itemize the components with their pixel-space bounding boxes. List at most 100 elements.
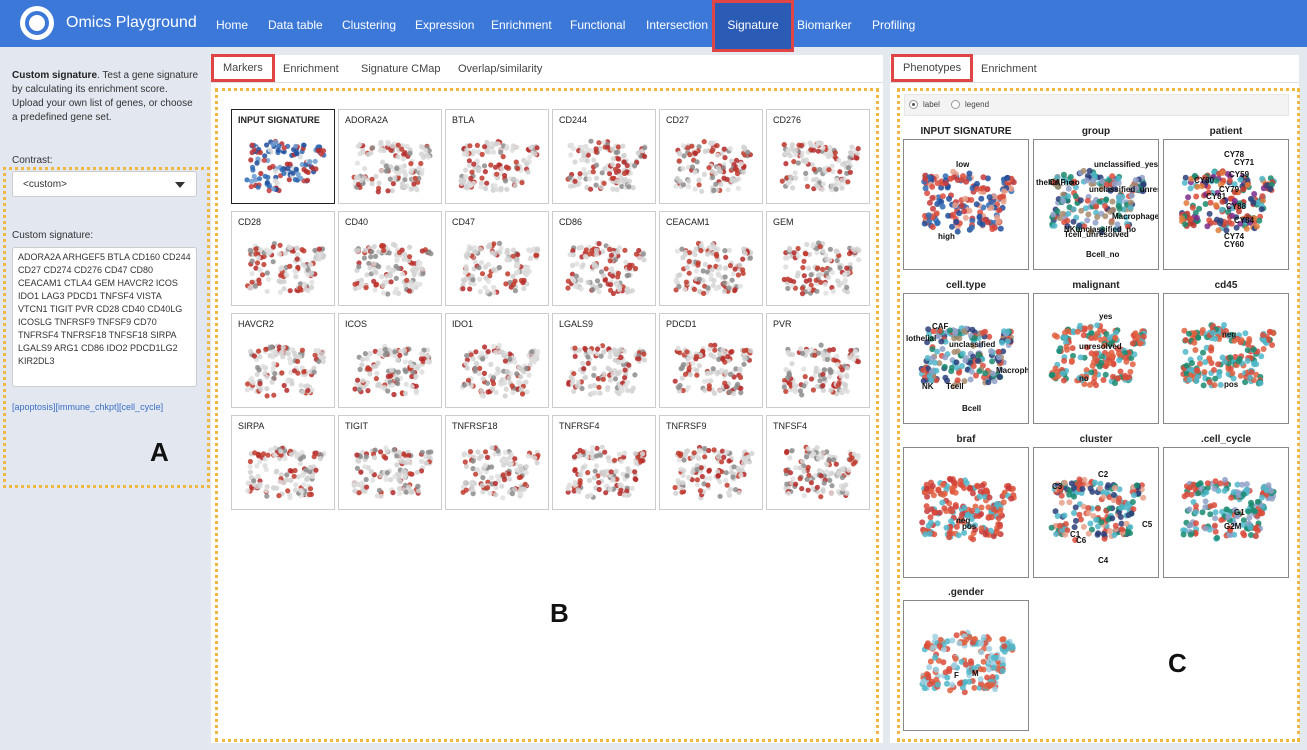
predefined-genesets-links[interactable]: [apoptosis][immune_chkpt][cell_cycle] <box>12 402 164 412</box>
radio-legend[interactable] <box>951 100 960 109</box>
phenotype-point-label: yes <box>1099 312 1113 321</box>
marker-plot-tigit[interactable]: TIGIT <box>338 415 442 510</box>
phenotype-plot-cd45[interactable]: neg pos <box>1163 293 1289 424</box>
tab-enrichment[interactable]: Enrichment <box>283 63 339 75</box>
annotation-letter-c: C <box>1168 648 1187 678</box>
phenotype-plot-title: patient <box>1209 126 1243 137</box>
marker-plot-title: ICOS <box>345 319 368 329</box>
phenotype-plot-title: cd45 <box>1214 280 1238 291</box>
marker-plot-title: CD47 <box>452 217 476 227</box>
phenotype-point-label: CY84 <box>1234 216 1255 225</box>
marker-plot-cd40[interactable]: CD40 <box>338 211 442 306</box>
marker-plot-title: SIRPA <box>238 421 265 431</box>
annotation-box-b <box>215 88 879 742</box>
marker-plot-tnfrsf18[interactable]: TNFRSF18 <box>445 415 549 510</box>
marker-plot-cd244[interactable]: CD244 <box>552 109 656 204</box>
phenotypes-tab-divider <box>890 82 1299 83</box>
annotation-box-c <box>897 88 1300 742</box>
nav-profiling[interactable]: Profiling <box>872 18 916 32</box>
marker-plot-tnfrsf4[interactable]: TNFRSF4 <box>552 415 656 510</box>
phenotype-point-label: thelial_no <box>1036 178 1074 187</box>
marker-plot-havcr2[interactable]: HAVCR2 <box>231 313 335 408</box>
app-title: Omics Playground <box>66 14 197 31</box>
tab-markers[interactable]: Markers <box>211 54 275 82</box>
phenotype-point-label: unclassified_yes <box>1094 160 1159 169</box>
signature-description: Custom signature. Test a gene signature … <box>12 69 198 125</box>
phenotype-plot-braf[interactable]: neg pos <box>903 447 1029 578</box>
nav-functional[interactable]: Functional <box>570 18 626 32</box>
phenotype-point-label: CY81 <box>1206 192 1227 201</box>
phenotype-point-label: C2 <box>1098 470 1109 479</box>
nav-home[interactable]: Home <box>216 18 249 32</box>
marker-plot-gem[interactable]: GEM <box>766 211 870 306</box>
contrast-select[interactable]: <custom> <box>12 171 197 197</box>
phenotype-plot-cluster[interactable]: C2 C3 C5 C1 C6 C4 <box>1033 447 1159 578</box>
phenotype-plot-input-signature[interactable]: low high <box>903 139 1029 270</box>
phenotype-plot-malignant[interactable]: yes unresolved no <box>1033 293 1159 424</box>
tab-phenotype-enrichment[interactable]: Enrichment <box>981 63 1037 75</box>
logo-icon <box>20 6 54 40</box>
marker-plot-cd27[interactable]: CD27 <box>659 109 763 204</box>
marker-plot-title: CD27 <box>666 115 690 125</box>
marker-plot-title: LGALS9 <box>559 319 594 329</box>
phenotype-point-label: unclassified <box>949 340 996 349</box>
phenotype-plot-cell-type[interactable]: CAF lothelial unclassified Macropha NK Tcell B… <box>903 293 1029 424</box>
tab-signature-cmap[interactable]: Signature CMap <box>361 63 441 75</box>
marker-plot-lgals9[interactable]: LGALS9 <box>552 313 656 408</box>
tab-phenotypes[interactable]: Phenotypes <box>891 54 974 82</box>
phenotype-point-label: low <box>956 160 970 169</box>
marker-plot-sirpa[interactable]: SIRPA <box>231 415 335 510</box>
phenotype-point-label: Macropha <box>996 366 1029 375</box>
phenotype-plot-title: .cell_cycle <box>1200 434 1252 445</box>
nav-intersection[interactable]: Intersection <box>646 18 709 32</box>
marker-plot-adora2a[interactable]: ADORA2A <box>338 109 442 204</box>
phenotype-plot-title: braf <box>956 434 976 445</box>
tab-overlap-similarity[interactable]: Overlap/similarity <box>458 63 543 75</box>
phenotype-point-label: CY80 <box>1194 176 1215 185</box>
marker-plot-title: ADORA2A <box>345 115 389 125</box>
nav-enrichment[interactable]: Enrichment <box>491 18 552 32</box>
nav-clustering[interactable]: Clustering <box>342 18 397 32</box>
phenotype-point-label: C6 <box>1076 536 1087 545</box>
marker-plot-ido1[interactable]: IDO1 <box>445 313 549 408</box>
phenotype-point-label: Bcell <box>962 404 982 413</box>
marker-plot-title: TNFRSF4 <box>559 421 600 431</box>
nav-expression[interactable]: Expression <box>415 18 475 32</box>
marker-plot-icos[interactable]: ICOS <box>338 313 442 408</box>
phenotype-plot-patient[interactable]: CY78 CY71 CY59 CY80 CY79 CY81 CY88 CY84 CY74 CY60 <box>1163 139 1289 270</box>
marker-plot-cd86[interactable]: CD86 <box>552 211 656 306</box>
phenotype-plot-title: cell.type <box>945 280 987 291</box>
nav-signature[interactable]: Signature <box>712 0 794 52</box>
nav-biomarker[interactable]: Biomarker <box>797 18 852 32</box>
marker-plot-btla[interactable]: BTLA <box>445 109 549 204</box>
marker-plot-tnfsf4[interactable]: TNFSF4 <box>766 415 870 510</box>
nav-data-table[interactable]: Data table <box>268 18 323 32</box>
marker-plot-title: HAVCR2 <box>238 319 274 329</box>
description-bold: Custom signature <box>12 70 98 81</box>
phenotype-point-label: pos <box>962 522 977 531</box>
phenotype-plot-cell-cycle[interactable]: G1 G2M <box>1163 447 1289 578</box>
description-text: . Test a gene signature by calculating i… <box>12 70 199 123</box>
marker-plot-cd47[interactable]: CD47 <box>445 211 549 306</box>
brand[interactable]: Omics Playground <box>20 6 197 40</box>
marker-plot-input-signature[interactable]: INPUT SIGNATURE <box>231 109 335 204</box>
radio-label[interactable] <box>909 100 918 109</box>
marker-plot-pvr[interactable]: PVR <box>766 313 870 408</box>
marker-plot-tnfrsf9[interactable]: TNFRSF9 <box>659 415 763 510</box>
marker-plot-cd276[interactable]: CD276 <box>766 109 870 204</box>
signature-textarea[interactable]: ADORA2A ARHGEF5 BTLA CD160 CD244 CD27 CD… <box>12 247 197 387</box>
phenotype-point-label: NKunclassified_no <box>1064 225 1137 234</box>
marker-plot-pdcd1[interactable]: PDCD1 <box>659 313 763 408</box>
phenotype-point-label: no <box>1079 374 1089 383</box>
signature-label: Custom signature: <box>12 230 94 241</box>
marker-plot-ceacam1[interactable]: CEACAM1 <box>659 211 763 306</box>
marker-plot-title: CD40 <box>345 217 369 227</box>
phenotype-point-label: M <box>972 669 979 678</box>
phenotype-plot-group[interactable]: unclassified_yes CAF_no thelial_no unclassi… <box>1033 139 1159 270</box>
marker-plot-cd28[interactable]: CD28 <box>231 211 335 306</box>
marker-plot-title: TIGIT <box>345 421 368 431</box>
phenotype-point-label: neg <box>956 516 971 525</box>
phenotype-point-label: G2M <box>1224 522 1242 531</box>
marker-plot-title: IDO1 <box>452 319 474 329</box>
